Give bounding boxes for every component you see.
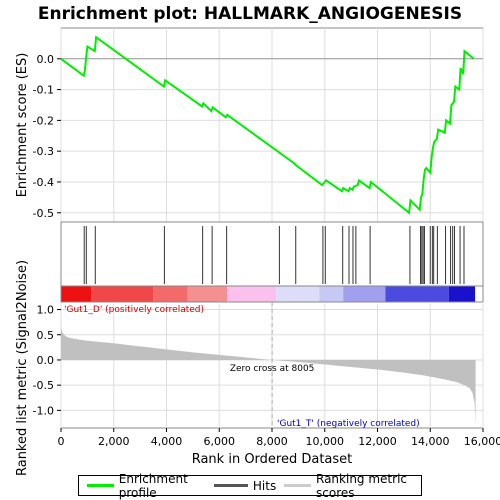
x-tick-label: 14,000 bbox=[411, 435, 450, 448]
legend-label-hits: Hits bbox=[253, 479, 276, 493]
metric-tick-label: 0.5 bbox=[37, 329, 55, 342]
x-tick-label: 6,000 bbox=[204, 435, 236, 448]
metric-y-axis-label: Ranked list metric (Signal2Noise) bbox=[15, 260, 30, 476]
x-axis-label: Rank in Ordered Dataset bbox=[192, 452, 353, 467]
x-tick-label: 0 bbox=[58, 435, 65, 448]
rank-heatmap-bar bbox=[61, 286, 475, 302]
heatmap-segment bbox=[227, 286, 276, 302]
x-tick-label: 12,000 bbox=[358, 435, 397, 448]
heatmap-segment bbox=[343, 286, 385, 302]
metric-tick-label: 1.0 bbox=[37, 304, 55, 317]
legend-item-hits: Hits bbox=[214, 479, 276, 493]
es-tick-label: -0.5 bbox=[33, 207, 54, 220]
metric-tick-label: 0.0 bbox=[37, 354, 55, 367]
heatmap-segment bbox=[188, 286, 228, 302]
es-tick-label: -0.1 bbox=[33, 84, 54, 97]
heatmap-segment bbox=[61, 286, 91, 302]
es-tick-label: -0.4 bbox=[33, 176, 54, 189]
chart-title: Enrichment plot: HALLMARK_ANGIOGENESIS bbox=[38, 4, 462, 24]
metric-tick-label: -1.0 bbox=[33, 404, 54, 417]
es-tick-label: -0.2 bbox=[33, 114, 54, 127]
es-tick-label: 0.0 bbox=[37, 53, 55, 66]
metric-y-ticks: 1.0 0.5 0.0 -0.5 -1.0 bbox=[33, 304, 61, 418]
es-y-axis-label: Enrichment score (ES) bbox=[15, 53, 30, 198]
x-tick-label: 16,000 bbox=[464, 435, 500, 448]
heatmap-segment bbox=[449, 286, 475, 302]
x-axis-ticks: 0 2,000 4,000 6,000 8,000 10,000 12,000 14,000 1… bbox=[58, 428, 500, 448]
x-tick-label: 10,000 bbox=[306, 435, 345, 448]
legend-swatch-ranking-metric bbox=[284, 484, 311, 487]
es-tick-label: -0.3 bbox=[33, 145, 54, 158]
legend-swatch-hits bbox=[214, 484, 248, 487]
negative-correlation-label: 'Gut1_T' (negatively correlated) bbox=[277, 419, 420, 429]
x-tick-label: 2,000 bbox=[98, 435, 130, 448]
heatmap-segment bbox=[276, 286, 320, 302]
es-y-ticks: 0.0 -0.1 -0.2 -0.3 -0.4 -0.5 bbox=[33, 53, 61, 220]
heatmap-segment bbox=[153, 286, 187, 302]
legend-item-enrichment-profile: Enrichment profile bbox=[87, 472, 206, 500]
heatmap-segment bbox=[319, 286, 343, 302]
legend-label-ranking-metric: Ranking metric scores bbox=[316, 472, 421, 500]
legend-item-ranking-metric: Ranking metric scores bbox=[284, 472, 421, 500]
legend-swatch-enrichment-profile bbox=[87, 484, 114, 487]
positive-correlation-label: 'Gut1_D' (positively correlated) bbox=[64, 305, 204, 315]
legend: Enrichment profile Hits Ranking metric s… bbox=[78, 475, 422, 496]
hits-frame bbox=[61, 222, 483, 286]
heatmap-segment bbox=[91, 286, 153, 302]
legend-label-enrichment-profile: Enrichment profile bbox=[119, 472, 206, 500]
zero-cross-label: Zero cross at 8005 bbox=[230, 364, 315, 374]
heatmap-segment bbox=[385, 286, 448, 302]
x-tick-label: 8,000 bbox=[256, 435, 288, 448]
x-tick-label: 4,000 bbox=[151, 435, 183, 448]
metric-tick-label: -0.5 bbox=[33, 379, 54, 392]
